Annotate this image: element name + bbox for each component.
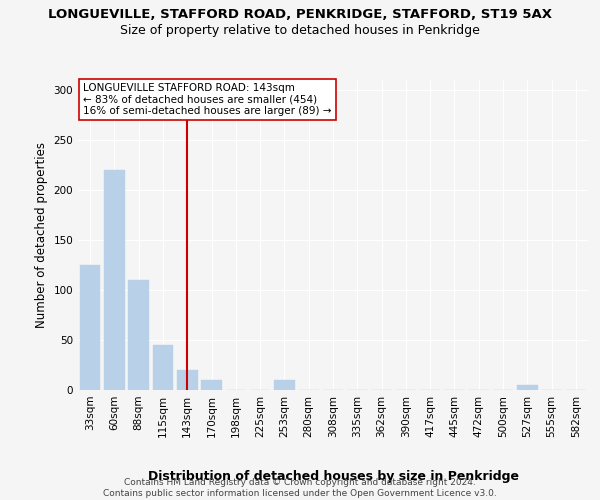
- Bar: [152, 345, 173, 390]
- Bar: [201, 380, 222, 390]
- Bar: [128, 280, 149, 390]
- Y-axis label: Number of detached properties: Number of detached properties: [35, 142, 48, 328]
- Text: LONGUEVILLE STAFFORD ROAD: 143sqm
← 83% of detached houses are smaller (454)
16%: LONGUEVILLE STAFFORD ROAD: 143sqm ← 83% …: [83, 83, 332, 116]
- Bar: [104, 170, 125, 390]
- Text: Distribution of detached houses by size in Penkridge: Distribution of detached houses by size …: [148, 470, 518, 483]
- Text: Size of property relative to detached houses in Penkridge: Size of property relative to detached ho…: [120, 24, 480, 37]
- Bar: [517, 385, 538, 390]
- Bar: [80, 265, 100, 390]
- Bar: [274, 380, 295, 390]
- Text: LONGUEVILLE, STAFFORD ROAD, PENKRIDGE, STAFFORD, ST19 5AX: LONGUEVILLE, STAFFORD ROAD, PENKRIDGE, S…: [48, 8, 552, 20]
- Bar: [177, 370, 197, 390]
- Text: Contains HM Land Registry data © Crown copyright and database right 2024.
Contai: Contains HM Land Registry data © Crown c…: [103, 478, 497, 498]
